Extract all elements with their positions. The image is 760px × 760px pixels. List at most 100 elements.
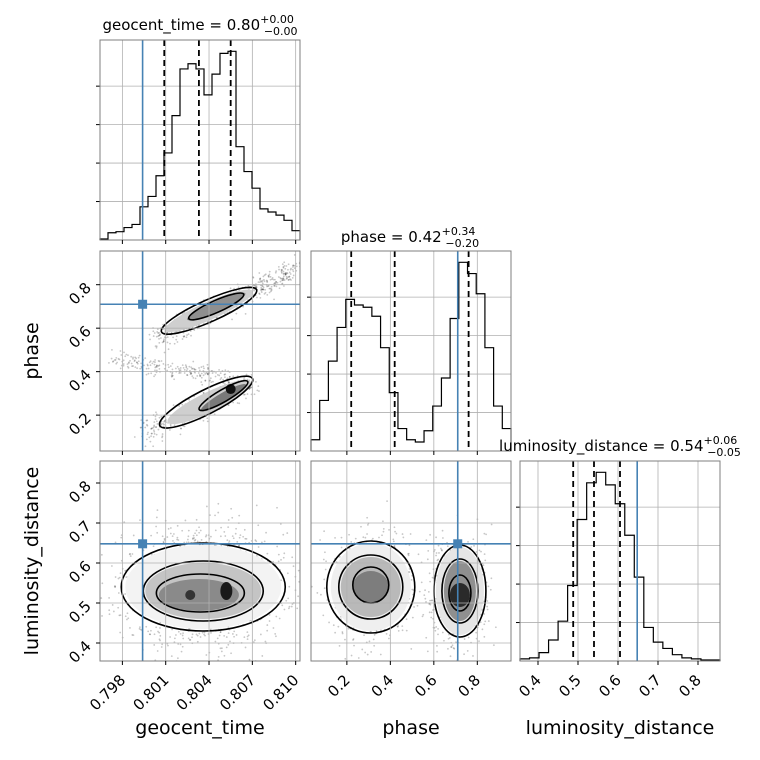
sample-point <box>366 523 369 526</box>
sample-point <box>120 536 123 539</box>
sample-point <box>171 374 174 377</box>
sample-point <box>226 377 229 380</box>
sample-point <box>281 277 284 280</box>
sample-point <box>246 638 249 641</box>
sample-point <box>292 274 295 277</box>
truth-marker <box>453 539 463 549</box>
sample-point <box>157 335 160 337</box>
sample-point <box>288 275 291 278</box>
sample-point <box>235 312 238 315</box>
sample-point <box>256 389 259 392</box>
sample-point <box>193 539 196 542</box>
sample-point <box>409 533 412 535</box>
sample-point <box>366 533 368 535</box>
sample-point <box>283 608 286 611</box>
sample-point <box>324 551 326 554</box>
sample-point <box>243 528 246 531</box>
sample-point <box>156 331 159 333</box>
sample-point <box>144 445 147 448</box>
sample-point <box>275 270 278 273</box>
sample-point <box>132 634 135 637</box>
sample-point <box>181 645 184 648</box>
sample-point <box>191 367 193 370</box>
sample-point <box>280 277 282 280</box>
sample-point <box>177 643 180 645</box>
sample-point <box>481 609 484 611</box>
sample-point <box>225 646 228 649</box>
sample-point <box>137 360 140 363</box>
sample-point <box>239 534 242 537</box>
sample-point <box>392 538 395 541</box>
sample-point <box>288 275 291 278</box>
sample-point <box>131 634 134 636</box>
sample-point <box>155 433 158 436</box>
sample-point <box>110 357 113 360</box>
sample-point <box>122 363 125 365</box>
sample-point <box>126 365 129 368</box>
sample-point <box>182 335 185 338</box>
sample-point <box>449 655 452 658</box>
sample-point <box>386 500 388 502</box>
sample-point <box>291 266 294 268</box>
sample-point <box>108 597 110 599</box>
sample-point <box>131 365 133 368</box>
sample-point <box>210 632 212 634</box>
sample-point <box>421 615 424 618</box>
sample-point <box>158 416 161 419</box>
sample-point <box>146 424 149 427</box>
sample-point <box>268 620 271 622</box>
sample-point <box>187 535 190 538</box>
sample-point <box>182 632 184 635</box>
sample-point <box>129 555 132 557</box>
sample-point <box>203 633 205 636</box>
sample-point <box>255 286 258 289</box>
sample-point <box>360 525 362 528</box>
sample-point <box>402 536 405 539</box>
sample-point <box>323 578 326 581</box>
sample-point <box>204 535 207 538</box>
sample-point <box>263 540 266 543</box>
sample-point <box>322 558 325 561</box>
sample-point <box>192 376 195 379</box>
sample-point <box>138 354 141 357</box>
sample-point <box>450 646 453 648</box>
sample-point <box>480 550 482 553</box>
sample-point <box>176 341 179 343</box>
sample-point <box>120 354 123 356</box>
sample-point <box>199 529 202 532</box>
sample-point <box>280 272 283 274</box>
sample-point <box>188 365 191 368</box>
sample-point <box>173 378 176 381</box>
sample-point <box>153 432 156 435</box>
sample-point <box>199 375 201 378</box>
sample-point <box>431 576 434 579</box>
sample-point <box>159 627 161 629</box>
panel-title: phase = 0.42+0.34 −0.20 <box>341 225 479 250</box>
sample-point <box>155 525 158 528</box>
sample-point <box>114 358 117 361</box>
sample-point <box>202 365 205 368</box>
sample-point <box>418 590 421 593</box>
sample-point <box>257 524 260 527</box>
sample-point <box>373 633 376 636</box>
sample-point <box>155 413 158 416</box>
sample-point <box>259 277 262 280</box>
sample-point <box>429 533 432 536</box>
sample-point <box>224 369 227 372</box>
sample-point <box>200 538 203 541</box>
panel-title: geocent_time = 0.80+0.00 −0.00 <box>102 13 297 38</box>
sample-point <box>261 285 264 288</box>
sample-point <box>154 345 157 348</box>
sample-point <box>368 640 371 643</box>
sample-point <box>441 631 444 634</box>
sample-point <box>429 599 431 602</box>
sample-point <box>139 626 141 629</box>
sample-point <box>283 265 286 267</box>
sample-point <box>274 282 277 285</box>
sample-point <box>334 631 337 634</box>
sample-point <box>295 265 298 268</box>
sample-point <box>223 531 226 533</box>
sample-point <box>153 430 156 433</box>
sample-point <box>117 592 120 594</box>
